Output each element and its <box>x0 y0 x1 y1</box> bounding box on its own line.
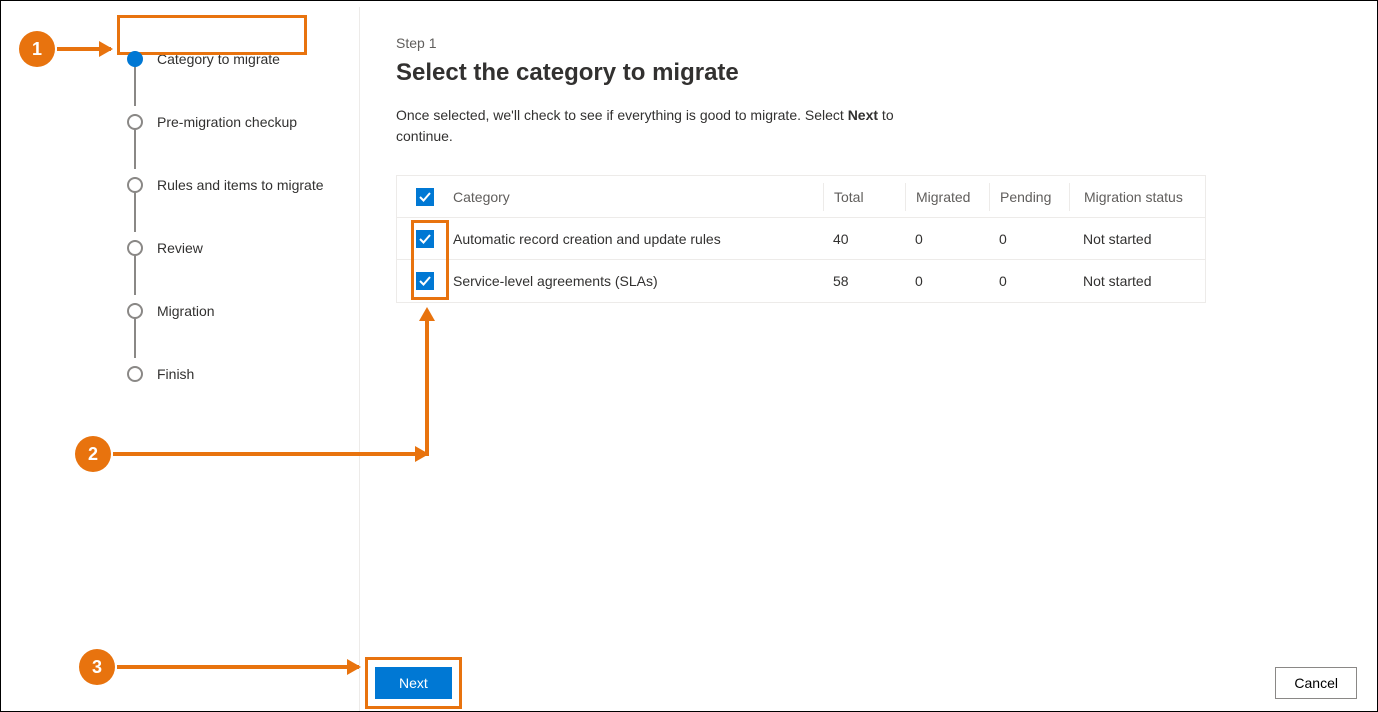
wizard-stepper: Category to migrate Pre-migration checkup… <box>7 7 359 711</box>
annotation-callout-1: 1 <box>19 31 111 67</box>
step-1[interactable]: Pre-migration checkup <box>127 90 359 153</box>
annotation-arrow-2h <box>113 452 427 456</box>
header-status[interactable]: Migration status <box>1069 183 1205 211</box>
step-0[interactable]: Category to migrate <box>127 27 359 90</box>
step-circle-icon <box>127 303 143 319</box>
annotation-highlight-next <box>365 657 462 709</box>
step-circle-icon <box>127 366 143 382</box>
step-circle-icon <box>127 51 143 67</box>
cell-category: Automatic record creation and update rul… <box>453 231 823 247</box>
checkmark-icon <box>419 191 431 203</box>
annotation-arrowhead-2 <box>419 307 435 321</box>
cell-pending: 0 <box>989 273 1069 289</box>
annotation-arrow-3 <box>117 665 359 669</box>
header-category[interactable]: Category <box>453 183 823 211</box>
header-migrated[interactable]: Migrated <box>905 183 989 211</box>
annotation-badge-1: 1 <box>19 31 55 67</box>
category-table: Category Total Migrated Pending Migratio… <box>396 175 1206 303</box>
step-label: Rules and items to migrate <box>157 177 324 193</box>
annotation-highlight-step <box>117 15 307 55</box>
footer-bar: Next Cancel <box>375 667 1357 699</box>
cell-migrated: 0 <box>905 273 989 289</box>
desc-text-bold: Next <box>848 107 878 123</box>
main-panel: Step 1 Select the category to migrate On… <box>359 7 1371 711</box>
header-pending[interactable]: Pending <box>989 183 1069 211</box>
step-4[interactable]: Migration <box>127 279 359 342</box>
step-2[interactable]: Rules and items to migrate <box>127 153 359 216</box>
page-title: Select the category to migrate <box>396 59 1351 87</box>
annotation-callout-2: 2 <box>75 436 427 472</box>
desc-text-pre: Once selected, we'll check to see if eve… <box>396 107 848 123</box>
annotation-arrow-1 <box>57 47 111 51</box>
step-5[interactable]: Finish <box>127 342 359 405</box>
step-indicator: Step 1 <box>396 35 1351 51</box>
cell-category: Service-level agreements (SLAs) <box>453 273 823 289</box>
cancel-button[interactable]: Cancel <box>1275 667 1357 699</box>
step-label: Pre-migration checkup <box>157 114 297 130</box>
annotation-badge-2: 2 <box>75 436 111 472</box>
table-row[interactable]: Automatic record creation and update rul… <box>397 218 1205 260</box>
annotation-callout-3: 3 <box>79 649 359 685</box>
step-circle-icon <box>127 177 143 193</box>
step-3[interactable]: Review <box>127 216 359 279</box>
table-row[interactable]: Service-level agreements (SLAs)5800Not s… <box>397 260 1205 302</box>
cell-pending: 0 <box>989 231 1069 247</box>
table-header-row: Category Total Migrated Pending Migratio… <box>397 176 1205 218</box>
step-label: Migration <box>157 303 215 319</box>
header-total[interactable]: Total <box>823 183 905 211</box>
cell-status: Not started <box>1069 273 1205 289</box>
step-circle-icon <box>127 240 143 256</box>
annotation-badge-3: 3 <box>79 649 115 685</box>
cell-total: 40 <box>823 231 905 247</box>
step-label: Review <box>157 240 203 256</box>
cell-status: Not started <box>1069 231 1205 247</box>
select-all-checkbox[interactable] <box>416 188 434 206</box>
annotation-highlight-checkboxes <box>411 220 449 300</box>
page-description: Once selected, we'll check to see if eve… <box>396 105 936 147</box>
step-label: Finish <box>157 366 194 382</box>
cell-total: 58 <box>823 273 905 289</box>
cell-migrated: 0 <box>905 231 989 247</box>
step-circle-icon <box>127 114 143 130</box>
